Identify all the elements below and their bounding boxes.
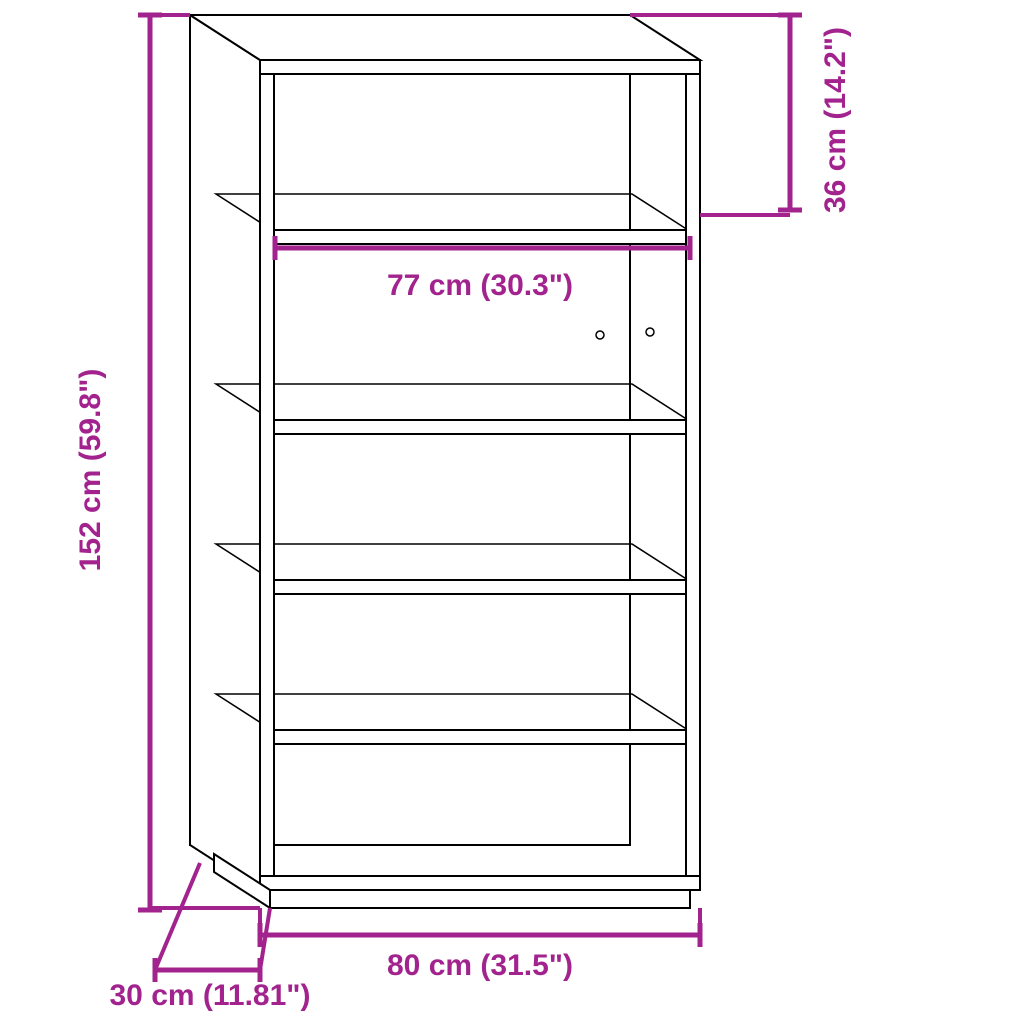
top-face — [190, 15, 700, 60]
shelf-front — [272, 420, 688, 434]
shelf-front — [272, 730, 688, 744]
frame-top — [260, 60, 700, 74]
base — [270, 890, 690, 908]
frame-left — [260, 60, 274, 890]
dim-label: 30 cm (11.81") — [109, 979, 310, 1012]
side-left — [190, 15, 260, 890]
dim-label: 77 cm (30.3") — [387, 269, 573, 302]
frame-right — [686, 60, 700, 890]
shelf-front — [272, 230, 688, 244]
dim-label: 152 cm (59.8") — [74, 369, 107, 572]
mount-hole — [646, 328, 654, 336]
frame-bottom — [260, 876, 700, 890]
dim-label: 36 cm (14.2") — [819, 27, 852, 213]
shelf-front — [272, 580, 688, 594]
dim-label: 80 cm (31.5") — [387, 949, 573, 982]
